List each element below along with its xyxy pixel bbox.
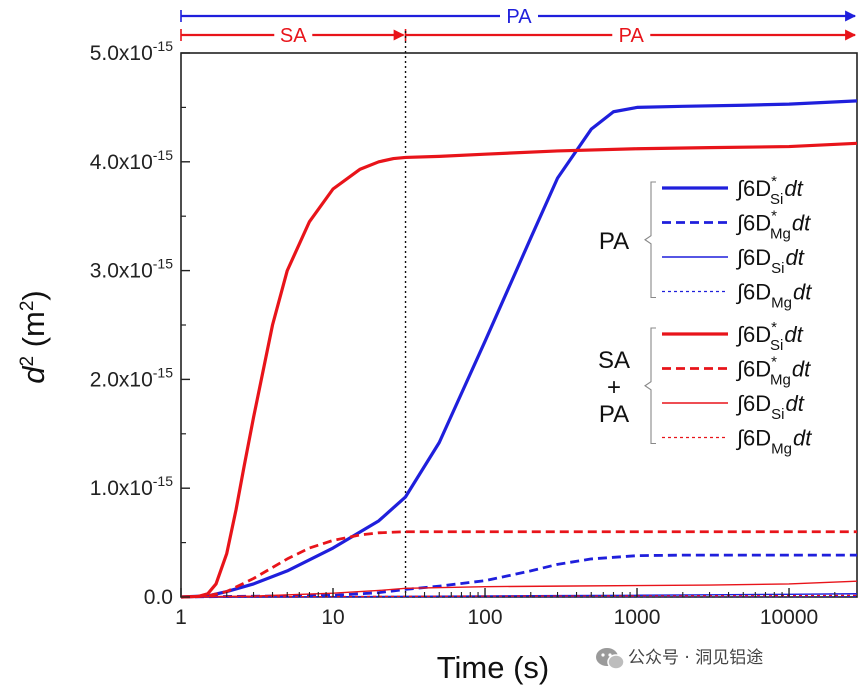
- x-axis-title: Time (s): [437, 650, 550, 685]
- series-line-7: [180, 594, 858, 598]
- legend-group-bracket: [644, 327, 656, 445]
- phase-label: PA: [506, 6, 532, 28]
- axes: 0.0 1.0x10-15 2.0x10-15 3.0x10-15 4.0x10-15 5…: [16, 38, 836, 685]
- legend-group-label: PA: [599, 401, 629, 428]
- y-tick-label: 3.0x10-15: [90, 256, 174, 283]
- x-tick-label: 100: [467, 606, 502, 629]
- y-tick-label: 5.0x10-15: [90, 38, 174, 65]
- legend-entry-5: ∫6D* Mgdt: [662, 354, 811, 389]
- legend-group-label: +: [607, 374, 621, 401]
- legend-entry-6: ∫6DSidt: [662, 391, 805, 423]
- phase-label-bg: [612, 24, 651, 46]
- wechat-eye-right: [608, 653, 612, 657]
- series-line-5: [180, 530, 857, 599]
- series-line-6: [180, 580, 858, 598]
- x-tick-label: 10: [321, 606, 344, 629]
- legend-label: ∫6D* Mgdt: [735, 354, 811, 389]
- legend-group-label: PA: [599, 228, 629, 255]
- legend-label: ∫6D* Sidt: [735, 319, 804, 354]
- watermark: 公众号 · 洞见铝途: [596, 648, 763, 670]
- series-line-0: [180, 99, 858, 599]
- legend-group-1: SA+PA: [598, 327, 656, 445]
- wechat-icon: [596, 648, 625, 670]
- legend-label: ∫6DSidt: [735, 391, 805, 423]
- x-tick-label: 1000: [614, 606, 661, 629]
- y-tick-label: 4.0x10-15: [90, 147, 174, 174]
- watermark-text: 公众号 · 洞见铝途: [628, 648, 763, 668]
- y-tick-label: 2.0x10-15: [90, 364, 174, 391]
- x-tick-label: 10000: [760, 606, 818, 629]
- legend-entry-1: ∫6D* Mgdt: [662, 208, 811, 243]
- legend-label: ∫6DSidt: [735, 245, 805, 277]
- legend-entry-2: ∫6DSidt: [662, 245, 805, 277]
- legend-entry-0: ∫6D* Sidt: [662, 173, 804, 208]
- legend-entry-4: ∫6D* Sidt: [662, 319, 804, 354]
- phase-pa-0: PA: [180, 5, 857, 28]
- phase-sa-1: SA: [180, 24, 405, 47]
- x-tick-label: 1: [175, 606, 187, 629]
- phase-label: PA: [619, 25, 645, 47]
- legend-label: ∫6D* Mgdt: [735, 208, 811, 243]
- phase-pa-2: PA: [404, 24, 857, 47]
- phase-label-bg: [274, 24, 313, 46]
- legend-label: ∫6D* Sidt: [735, 173, 804, 208]
- y-tick-label: 0.0: [144, 586, 173, 609]
- legend-label: ∫6DMgdt: [735, 426, 812, 458]
- phase-indicators: PA SA PA: [180, 5, 857, 47]
- y-tick-label: 1.0x10-15: [90, 473, 174, 500]
- wechat-eye-left: [601, 653, 605, 657]
- series-line-4: [180, 141, 858, 599]
- legend-group-bracket: [644, 181, 656, 299]
- phase-label: SA: [280, 25, 307, 47]
- legend-entry-7: ∫6DMgdt: [662, 426, 812, 458]
- legend: ∫6D* Sidt∫6D* Mgdt∫6DSidt∫6DMgdt∫6D* Sidt∫6…: [598, 173, 812, 458]
- legend-group-0: PA: [599, 181, 656, 299]
- wechat-bubble-small: [607, 654, 625, 670]
- series-line-1: [180, 553, 857, 599]
- legend-group-label: SA: [598, 347, 630, 374]
- plot-area: [180, 31, 858, 598]
- phase-label-bg: [500, 5, 538, 27]
- legend-label: ∫6DMgdt: [735, 280, 812, 312]
- y-axis-title: d2 (m2): [16, 290, 51, 384]
- legend-entry-3: ∫6DMgdt: [662, 280, 812, 312]
